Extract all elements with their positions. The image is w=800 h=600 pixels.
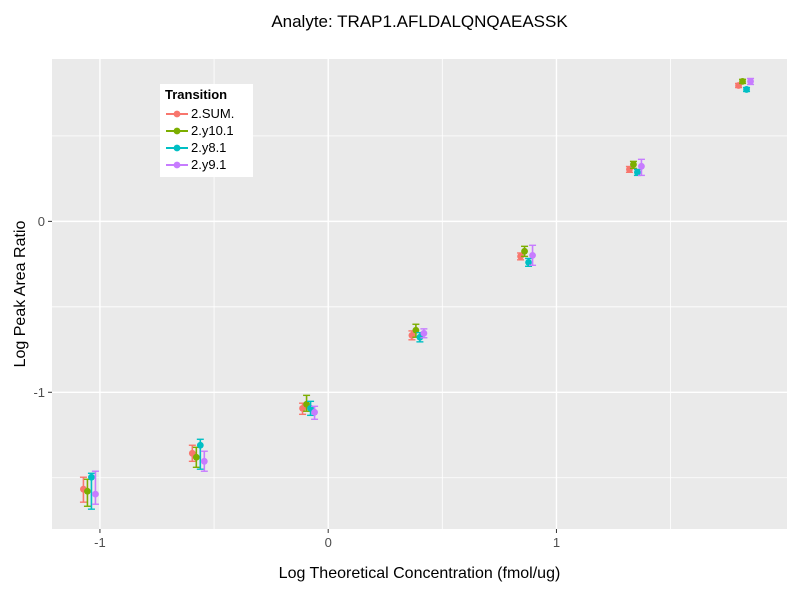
legend-key-pointrange-icon [166, 127, 188, 134]
data-point [525, 258, 532, 266]
x-tick-label: 0 [325, 535, 332, 550]
legend-key-pointrange-icon [166, 144, 188, 151]
data-point [192, 453, 200, 461]
data-point [747, 77, 754, 85]
data-point [420, 329, 428, 337]
legend-item-label: 2.y8.1 [191, 140, 227, 155]
legend-item-label: 2.y9.1 [191, 157, 227, 172]
legend-item: 2.y10.1 [165, 122, 249, 139]
chart-title: Analyte: TRAP1.AFLDALQNQAEASSK [271, 12, 568, 31]
data-point [521, 247, 528, 255]
data-point [743, 86, 750, 93]
legend-title: Transition [165, 87, 228, 102]
legend-item: 2.y8.1 [165, 139, 249, 156]
legend-item-label: 2.y10.1 [191, 123, 234, 138]
legend-items: 2.SUM. 2.y10.1 2.y8.1 2.y9.1 [165, 105, 249, 173]
data-point [311, 408, 318, 416]
legend-key-pointrange-icon [166, 110, 188, 117]
x-tick-label: 1 [553, 535, 560, 550]
y-tick-label: 0 [38, 214, 45, 229]
data-point [630, 161, 637, 168]
data-point [739, 77, 746, 85]
legend-item: 2.y9.1 [165, 156, 249, 173]
data-point [517, 253, 524, 260]
legend: Transition 2.SUM. 2.y10.1 2.y8.1 2.y9.1 [160, 84, 253, 177]
legend-item-label: 2.SUM. [191, 106, 235, 121]
x-axis-label: Log Theoretical Concentration (fmol/ug) [278, 565, 561, 582]
data-point [88, 473, 95, 481]
data-point [634, 168, 641, 176]
legend-key-pointrange-icon [166, 161, 188, 168]
y-tick-label: -1 [33, 385, 45, 400]
data-point [92, 490, 99, 498]
data-point [638, 162, 645, 170]
data-point [529, 251, 536, 259]
data-point [196, 441, 204, 449]
data-point [200, 457, 208, 465]
x-tick-label: -1 [94, 535, 106, 550]
data-point [84, 487, 91, 495]
legend-item: 2.SUM. [165, 105, 249, 122]
